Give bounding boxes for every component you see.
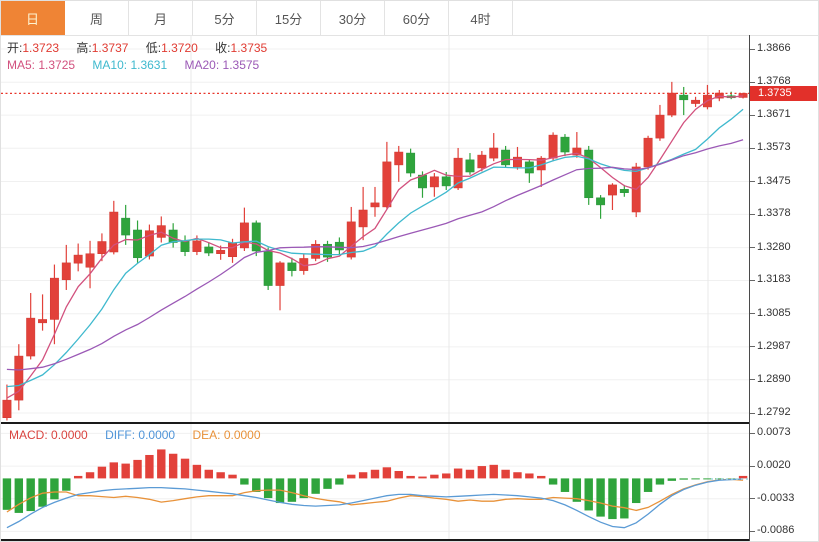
price-tick	[750, 346, 755, 348]
tab-4hour[interactable]: 4时	[449, 1, 513, 35]
tab-month[interactable]: 月	[129, 1, 193, 35]
price-tick	[750, 247, 755, 249]
price-tick-label: 1.2987	[757, 339, 791, 352]
tab-60min[interactable]: 60分	[385, 1, 449, 35]
price-tick-label: 1.3866	[757, 42, 791, 54]
tab-week[interactable]: 周	[65, 1, 129, 35]
macd-tick-label: -0.0033	[757, 491, 795, 504]
price-tick-label: 1.3378	[757, 207, 791, 220]
tab-5min[interactable]: 5分	[193, 1, 257, 35]
macd-tick	[750, 432, 755, 434]
macd-tick-label: -0.0086	[757, 524, 795, 537]
price-tick	[750, 412, 755, 414]
price-tick-label: 1.3183	[757, 273, 791, 286]
macd-canvas[interactable]	[1, 424, 749, 541]
panel-divider	[1, 422, 749, 424]
macd-tick-label: 0.0073	[757, 426, 791, 439]
price-tick	[750, 379, 755, 381]
price-tick	[750, 279, 755, 281]
tab-30min[interactable]: 30分	[321, 1, 385, 35]
price-tick	[750, 181, 755, 183]
price-tick-label: 1.2792	[757, 406, 791, 418]
macd-tick	[750, 498, 755, 500]
tab-15min[interactable]: 15分	[257, 1, 321, 35]
macd-axis: 0.0073 0.0020 -0.0033 -0.0086	[750, 424, 818, 541]
price-tick-label: 1.3475	[757, 174, 791, 187]
price-tick	[750, 114, 755, 116]
candlestick-canvas[interactable]	[1, 35, 749, 422]
price-tick-label: 1.3671	[757, 108, 791, 121]
macd-tick-label: 0.0020	[757, 459, 791, 472]
price-tick-label: 1.3085	[757, 306, 791, 319]
price-tick-label: 1.3280	[757, 240, 791, 253]
price-tick-label: 1.3768	[757, 75, 791, 88]
price-tick	[750, 147, 755, 149]
price-tick-label: 1.2890	[757, 372, 791, 385]
price-tick	[750, 48, 755, 50]
price-axis: 1.3735 1.3866 1.3768 1.3671 1.3573 1.3475 1.3…	[750, 35, 818, 422]
price-axis-line	[749, 35, 750, 541]
price-tick	[750, 313, 755, 315]
period-tabbar: 日 周 月 5分 15分 30分 60分 4时	[1, 1, 818, 36]
last-price-tag: 1.3735	[750, 85, 817, 101]
macd-tick	[750, 465, 755, 467]
tab-day[interactable]: 日	[1, 1, 65, 35]
price-tick-label: 1.3573	[757, 141, 791, 154]
bottom-border	[1, 539, 749, 541]
price-tick	[750, 213, 755, 215]
price-tick	[750, 81, 755, 83]
macd-tick	[750, 530, 755, 532]
